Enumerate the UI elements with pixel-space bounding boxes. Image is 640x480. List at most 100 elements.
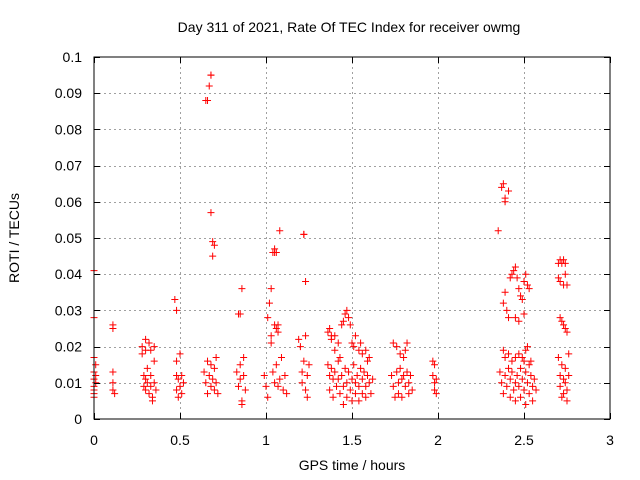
data-point xyxy=(176,382,184,390)
data-point xyxy=(561,364,569,372)
data-point xyxy=(560,321,568,329)
data-point xyxy=(147,346,155,354)
y-tick-label: 0.06 xyxy=(55,194,82,210)
data-point xyxy=(331,368,339,376)
data-point xyxy=(400,353,408,361)
data-point xyxy=(358,350,366,358)
data-point xyxy=(429,357,437,365)
data-point xyxy=(556,314,564,322)
data-point xyxy=(511,314,519,322)
data-point xyxy=(365,379,373,387)
data-point xyxy=(363,357,371,365)
data-point xyxy=(147,372,155,380)
data-point xyxy=(513,372,521,380)
data-point xyxy=(171,296,179,304)
data-point xyxy=(353,372,361,380)
data-point xyxy=(262,382,270,390)
data-point xyxy=(431,379,439,387)
y-tick-label: 0.07 xyxy=(55,158,82,174)
data-point xyxy=(518,296,526,304)
data-point xyxy=(494,227,502,235)
data-point xyxy=(520,310,528,318)
data-point xyxy=(138,343,146,351)
data-point xyxy=(236,361,244,369)
data-point xyxy=(517,393,525,401)
data-point xyxy=(202,379,210,387)
data-point xyxy=(511,379,519,387)
data-point xyxy=(501,198,509,206)
data-point xyxy=(200,368,208,376)
data-point xyxy=(209,238,217,246)
data-point xyxy=(210,364,218,372)
data-point xyxy=(505,364,513,372)
data-point xyxy=(398,375,406,383)
data-point xyxy=(511,397,519,405)
data-point xyxy=(214,390,222,398)
data-point xyxy=(264,393,272,401)
data-point xyxy=(145,339,153,347)
data-point xyxy=(355,397,363,405)
chart-title: Day 311 of 2021, Rate Of TEC Index for r… xyxy=(178,19,521,35)
data-point xyxy=(563,281,571,289)
data-point xyxy=(556,382,564,390)
data-point xyxy=(92,372,100,380)
data-point xyxy=(405,379,413,387)
data-point xyxy=(143,379,151,387)
x-tick-label: 3 xyxy=(606,432,614,448)
axis-ticks xyxy=(94,57,611,420)
data-point xyxy=(561,325,569,332)
data-point xyxy=(351,332,359,340)
data-point xyxy=(561,379,569,387)
data-point xyxy=(173,386,181,394)
data-point xyxy=(513,274,521,282)
data-point xyxy=(391,393,399,401)
data-point xyxy=(341,310,349,318)
data-point xyxy=(241,386,249,394)
x-tick-labels: 0 0.5 1 1.5 2 2.5 3 xyxy=(90,432,614,448)
data-point xyxy=(554,274,562,282)
data-point xyxy=(498,183,506,191)
data-point xyxy=(351,379,359,387)
data-point xyxy=(267,285,275,293)
data-point xyxy=(499,346,507,354)
data-point xyxy=(205,372,213,380)
data-point xyxy=(176,350,184,358)
data-point xyxy=(517,292,525,300)
data-point xyxy=(355,382,363,390)
data-point xyxy=(511,353,519,361)
data-point xyxy=(401,382,409,390)
data-point xyxy=(431,386,439,394)
x-tick-label: 2 xyxy=(434,432,442,448)
x-tick-label: 1.5 xyxy=(342,432,362,448)
data-point xyxy=(264,314,272,322)
data-point xyxy=(560,375,568,383)
data-point xyxy=(334,357,342,365)
data-point xyxy=(140,382,148,390)
data-point xyxy=(207,71,215,79)
data-point xyxy=(505,350,513,358)
data-point xyxy=(406,372,414,380)
data-point xyxy=(506,393,514,401)
data-point xyxy=(209,375,217,383)
data-point xyxy=(529,382,537,390)
data-point xyxy=(329,393,337,401)
data-point xyxy=(276,227,284,235)
data-point xyxy=(334,375,342,383)
data-point xyxy=(401,346,409,354)
data-point xyxy=(142,386,150,394)
data-point xyxy=(358,390,366,398)
data-points xyxy=(90,71,573,409)
data-point xyxy=(92,361,100,369)
data-point xyxy=(338,372,346,380)
data-point xyxy=(345,314,353,322)
data-point xyxy=(518,353,526,361)
data-point xyxy=(109,325,117,332)
data-point xyxy=(558,361,566,369)
data-point xyxy=(236,375,244,383)
data-point xyxy=(350,343,358,351)
data-point xyxy=(140,372,148,380)
data-point xyxy=(522,401,530,409)
data-point xyxy=(357,339,365,347)
data-point xyxy=(298,368,306,376)
data-point xyxy=(143,364,151,372)
